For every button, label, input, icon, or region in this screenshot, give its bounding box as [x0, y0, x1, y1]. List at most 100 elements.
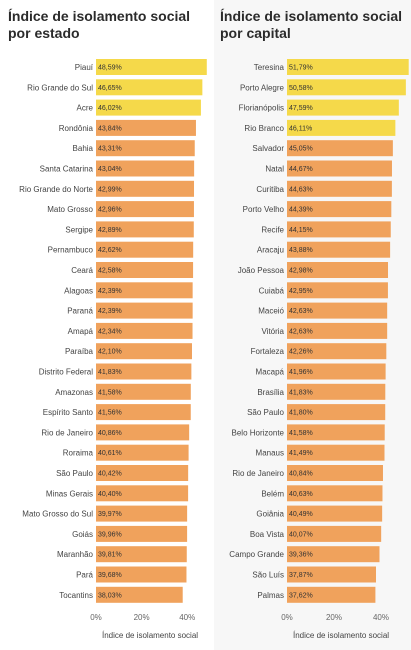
data-label: 40,42%: [98, 471, 122, 478]
data-label: 40,61%: [98, 450, 122, 457]
category-label: Salvador: [252, 144, 284, 153]
category-label: São Paulo: [247, 408, 284, 417]
bar: [96, 505, 188, 522]
state-bar-chart: Piauí 48,59% Rio Grande do Sul 46,65% Acre 46…: [19, 59, 207, 640]
category-label: Curitiba: [256, 185, 284, 194]
bar: [96, 282, 193, 299]
capital-chart-panel: Índice de isolamento social por capital …: [214, 0, 411, 650]
bar: [96, 140, 195, 157]
data-label: 44,15%: [289, 227, 313, 234]
bar: [96, 99, 201, 116]
category-label: Distrito Federal: [39, 368, 93, 377]
bar: [96, 59, 207, 75]
bar: [96, 424, 190, 441]
bar: [96, 586, 183, 603]
category-label: Porto Alegre: [240, 83, 285, 92]
data-label: 41,83%: [289, 389, 313, 396]
data-label: 39,81%: [98, 552, 122, 559]
data-label: 39,36%: [289, 552, 313, 559]
bar: [96, 262, 194, 278]
category-label: Paraíba: [65, 347, 94, 356]
bar: [287, 201, 392, 218]
bar: [96, 322, 193, 339]
category-label: Macapá: [256, 368, 285, 377]
capital-bar-chart: Teresina 51,79% Porto Alegre 50,58% Florianó…: [229, 59, 409, 640]
bar: [96, 444, 189, 461]
category-label: Campo Grande: [229, 550, 284, 559]
data-label: 44,39%: [289, 207, 313, 214]
category-label: Alagoas: [64, 286, 93, 295]
data-label: 42,10%: [98, 349, 122, 356]
bar: [96, 566, 187, 583]
bar: [96, 485, 189, 502]
category-label: Espírito Santo: [43, 408, 94, 417]
data-label: 42,62%: [98, 247, 122, 254]
category-label: Sergipe: [65, 225, 93, 234]
category-label: São Paulo: [56, 469, 93, 478]
x-tick-label: 0%: [281, 613, 293, 622]
bar: [96, 383, 191, 400]
bar: [287, 302, 388, 319]
category-label: Belém: [261, 489, 284, 498]
data-label: 42,99%: [98, 186, 122, 193]
bar: [96, 302, 193, 319]
bar: [287, 59, 409, 75]
bar: [287, 99, 399, 116]
category-label: Fortaleza: [251, 347, 285, 356]
data-label: 43,84%: [98, 125, 122, 132]
x-tick-label: 40%: [373, 613, 389, 622]
data-label: 40,63%: [289, 491, 313, 498]
data-label: 39,68%: [98, 572, 122, 579]
category-label: Aracaju: [257, 246, 284, 255]
data-label: 39,96%: [98, 531, 122, 538]
state-chart-title: Índice de isolamento social por estado: [8, 8, 191, 41]
data-label: 37,62%: [289, 592, 313, 599]
bar: [287, 424, 385, 441]
data-label: 42,39%: [98, 308, 122, 315]
category-label: Paraná: [67, 307, 93, 316]
category-label: Rio Grande do Sul: [27, 83, 93, 92]
bar: [96, 465, 189, 481]
category-label: Goiânia: [256, 510, 284, 519]
bar: [287, 343, 387, 360]
data-label: 42,58%: [98, 268, 122, 275]
data-label: 39,97%: [98, 511, 122, 518]
category-label: Rio de Janeiro: [232, 469, 284, 478]
bar: [287, 444, 385, 461]
category-label: Teresina: [254, 63, 285, 72]
bar: [287, 180, 392, 197]
category-label: Roraima: [63, 449, 94, 458]
data-label: 42,63%: [289, 308, 313, 315]
category-label: Rio Grande do Norte: [19, 185, 93, 194]
bar: [287, 262, 389, 278]
data-label: 43,31%: [98, 146, 122, 153]
category-label: Acre: [77, 104, 94, 113]
bar: [96, 221, 194, 238]
bar: [287, 322, 388, 339]
category-label: Brasília: [257, 388, 284, 397]
category-label: João Pessoa: [238, 266, 285, 275]
category-label: Santa Catarina: [40, 165, 94, 174]
category-label: Belo Horizonte: [232, 428, 285, 437]
data-label: 45,05%: [289, 146, 313, 153]
x-tick-label: 0%: [90, 613, 102, 622]
bar: [287, 363, 386, 380]
data-label: 44,63%: [289, 186, 313, 193]
category-label: Rio Branco: [244, 124, 284, 133]
data-label: 43,88%: [289, 247, 313, 254]
category-label: Manaus: [256, 449, 284, 458]
bar: [287, 546, 380, 563]
data-label: 42,39%: [98, 288, 122, 295]
category-label: Bahia: [73, 144, 94, 153]
category-label: Goiás: [72, 530, 93, 539]
category-label: Tocantins: [59, 591, 93, 600]
data-label: 41,80%: [289, 410, 313, 417]
data-label: 47,59%: [289, 105, 313, 112]
bar: [96, 180, 195, 197]
category-label: Maranhão: [57, 550, 94, 559]
data-label: 46,65%: [98, 85, 122, 92]
bar: [287, 485, 383, 502]
data-label: 41,96%: [289, 369, 313, 376]
category-label: Cuiabá: [259, 286, 285, 295]
data-label: 42,34%: [98, 328, 122, 335]
